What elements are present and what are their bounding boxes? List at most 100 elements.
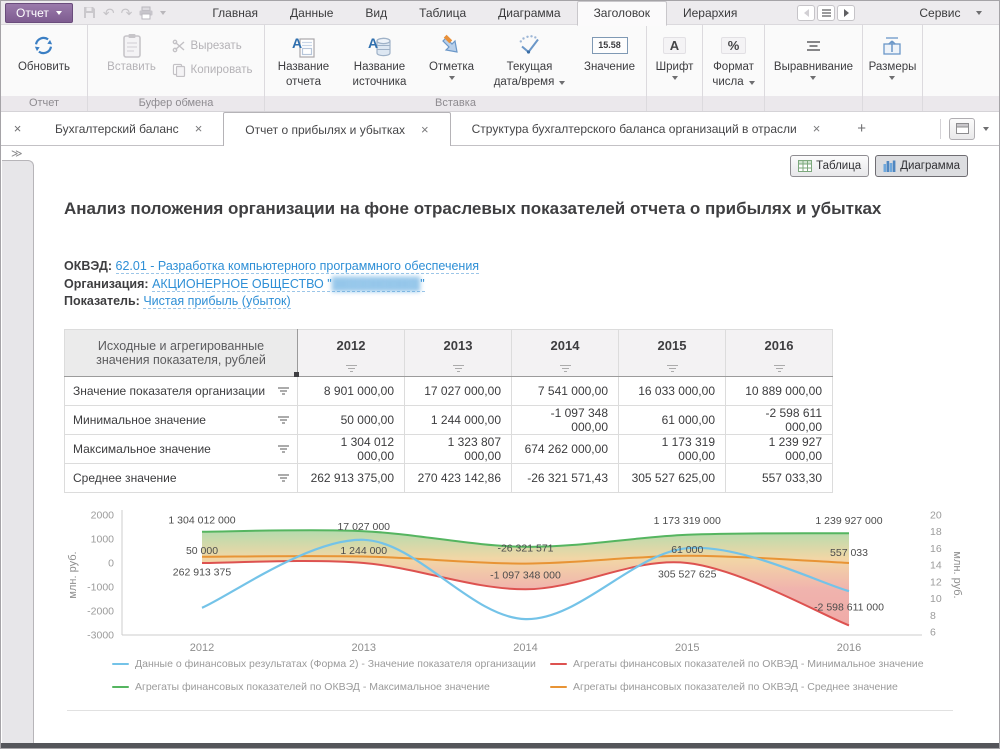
tab-layout-button[interactable] — [949, 117, 975, 140]
service-menu[interactable]: Сервис — [919, 6, 983, 20]
alignment-icon — [806, 40, 820, 51]
number-format-label2: числа — [712, 76, 744, 88]
svg-text:18: 18 — [930, 526, 942, 538]
cut-button[interactable]: Вырезать — [172, 39, 253, 53]
report-menu-button[interactable]: Отчет — [5, 2, 73, 23]
ribbon-tab-2[interactable]: Данные — [290, 5, 334, 20]
filter-funnel-icon[interactable] — [278, 416, 289, 424]
undo-icon[interactable]: ↶ — [102, 4, 115, 21]
indicator-link[interactable]: Чистая прибыль (убыток) — [143, 294, 291, 309]
report-name-button[interactable]: A Название отчета — [271, 30, 337, 89]
ribbon-tab-1[interactable]: Главная — [212, 5, 259, 20]
document-tab-2[interactable]: Отчет о прибылях и убытках × — [223, 112, 451, 146]
value-button[interactable]: 15.58 Значение — [579, 30, 641, 74]
table-corner-header: Исходные и агрегированные значения показ… — [64, 329, 298, 377]
organization-link[interactable]: АКЦИОНЕРНОЕ ОБЩЕСТВО "██████████" — [152, 276, 425, 292]
datetime-button[interactable]: Текущая дата/время — [489, 30, 571, 89]
filter-funnel-icon[interactable] — [278, 445, 289, 453]
year-column-header: 2013 — [404, 329, 512, 377]
sizes-icon — [883, 36, 902, 55]
value-cell: -26 321 571,43 — [511, 463, 619, 493]
okved-link[interactable]: 62.01 - Разработка компьютерного програм… — [115, 259, 480, 274]
svg-text:17 027 000: 17 027 000 — [337, 521, 390, 533]
year-label: 2014 — [550, 338, 580, 353]
alignment-label: Выравнивание — [773, 61, 854, 73]
source-name-button[interactable]: A Название источника — [345, 30, 415, 89]
save-icon[interactable] — [82, 5, 97, 20]
document-tab-3[interactable]: Структура бухгалтерского баланса организ… — [451, 112, 842, 145]
tab-close-icon[interactable]: × — [812, 121, 821, 136]
svg-text:A: A — [368, 35, 378, 51]
mark-button[interactable]: Отметка — [423, 30, 481, 80]
close-icon: × — [13, 121, 22, 136]
ribbon-group-alignment: Выравнивание — [765, 25, 863, 111]
filter-funnel-icon[interactable] — [452, 364, 464, 372]
percent-icon: % — [720, 37, 747, 54]
values-table: Исходные и агрегированные значения показ… — [64, 329, 833, 493]
ribbon-tab-7[interactable]: Иерархия — [682, 5, 738, 20]
filter-funnel-icon[interactable] — [345, 364, 357, 372]
filter-funnel-icon[interactable] — [278, 387, 289, 395]
svg-text:-2 598 611 000: -2 598 611 000 — [814, 601, 884, 613]
svg-text:6: 6 — [930, 627, 936, 639]
ribbon-group-report: Обновить Отчет — [1, 25, 88, 111]
ribbon-tab-5[interactable]: Диаграмма — [498, 5, 561, 20]
chart-legend: Данные о финансовых результатах (Форма 2… — [112, 658, 988, 704]
chart-view-button[interactable]: Диаграмма — [875, 155, 968, 177]
font-button[interactable]: A Шрифт — [656, 30, 693, 80]
tab-list-button[interactable] — [817, 4, 836, 21]
filter-funnel-icon[interactable] — [278, 474, 289, 482]
chevron-down-icon[interactable] — [983, 126, 989, 131]
new-tab-button[interactable]: + — [841, 112, 882, 145]
table-view-button[interactable]: Таблица — [790, 155, 870, 177]
row-label: Максимальное значение — [73, 442, 211, 456]
document-tabs: Бухгалтерский баланс × Отчет о прибылях и … — [34, 112, 842, 146]
value-cell: 50 000,00 — [297, 405, 405, 435]
filter-funnel-icon[interactable] — [773, 364, 785, 372]
layout-icon — [955, 123, 969, 134]
tab-close-icon[interactable]: × — [194, 121, 203, 136]
number-format-label1: Формат — [713, 61, 754, 73]
ribbon-group-number-format: % Формат числа — [703, 25, 765, 111]
print-options-chevron-icon[interactable] — [160, 10, 167, 15]
legend-row: Агрегаты финансовых показателей по ОКВЭД… — [112, 681, 988, 694]
copy-button[interactable]: Копировать — [172, 63, 252, 77]
ribbon-tab-4[interactable]: Таблица — [419, 5, 467, 20]
close-all-tabs-button[interactable]: × — [1, 112, 34, 145]
paste-label: Вставить — [107, 61, 156, 73]
column-resize-handle[interactable] — [294, 372, 299, 377]
collapsed-side-panel[interactable] — [2, 160, 34, 743]
scroll-tabs-left-button[interactable] — [797, 4, 816, 21]
window-bottom-edge — [1, 743, 999, 748]
value-cell: 674 262 000,00 — [511, 434, 619, 464]
redo-icon[interactable]: ↷ — [120, 4, 133, 21]
refresh-button[interactable]: Обновить — [18, 30, 70, 74]
table-row: Минимальное значение 50 000,00 1 244 000,0… — [64, 405, 833, 435]
paste-button[interactable]: Вставить — [100, 30, 164, 74]
indicator-label: Показатель: — [64, 294, 140, 308]
scroll-tabs-right-button[interactable] — [837, 4, 856, 21]
legend-item: Данные о финансовых результатах (Форма 2… — [112, 658, 550, 671]
number-format-button[interactable]: % Формат числа — [712, 30, 755, 89]
value-cell: 270 423 142,86 — [404, 463, 512, 493]
svg-text:16: 16 — [930, 543, 942, 555]
filter-funnel-icon[interactable] — [666, 364, 678, 372]
ribbon-group-font: A Шрифт — [647, 25, 703, 111]
ribbon-tab-6[interactable]: Заголовок — [576, 1, 667, 26]
document-tab-1[interactable]: Бухгалтерский баланс × — [34, 112, 223, 145]
print-icon[interactable] — [138, 6, 154, 20]
sizes-button[interactable]: Размеры — [869, 30, 916, 80]
ribbon-tab-3[interactable]: Вид — [365, 5, 388, 20]
sidebar-expand-button[interactable]: ≫ — [11, 148, 23, 160]
tab-close-icon[interactable]: × — [421, 122, 429, 137]
value-cell: 305 527 625,00 — [618, 463, 726, 493]
table-row: Среднее значение 262 913 375,00 270 423 14… — [64, 463, 833, 493]
row-header-cell: Минимальное значение — [64, 405, 298, 435]
svg-text:2014: 2014 — [513, 642, 537, 654]
filter-funnel-icon[interactable] — [559, 364, 571, 372]
scissors-icon — [172, 39, 184, 53]
source-name-label2: источника — [352, 76, 407, 88]
alignment-button[interactable]: Выравнивание — [774, 30, 853, 80]
svg-text:-3000: -3000 — [87, 630, 114, 642]
okved-label: ОКВЭД: — [64, 259, 113, 273]
